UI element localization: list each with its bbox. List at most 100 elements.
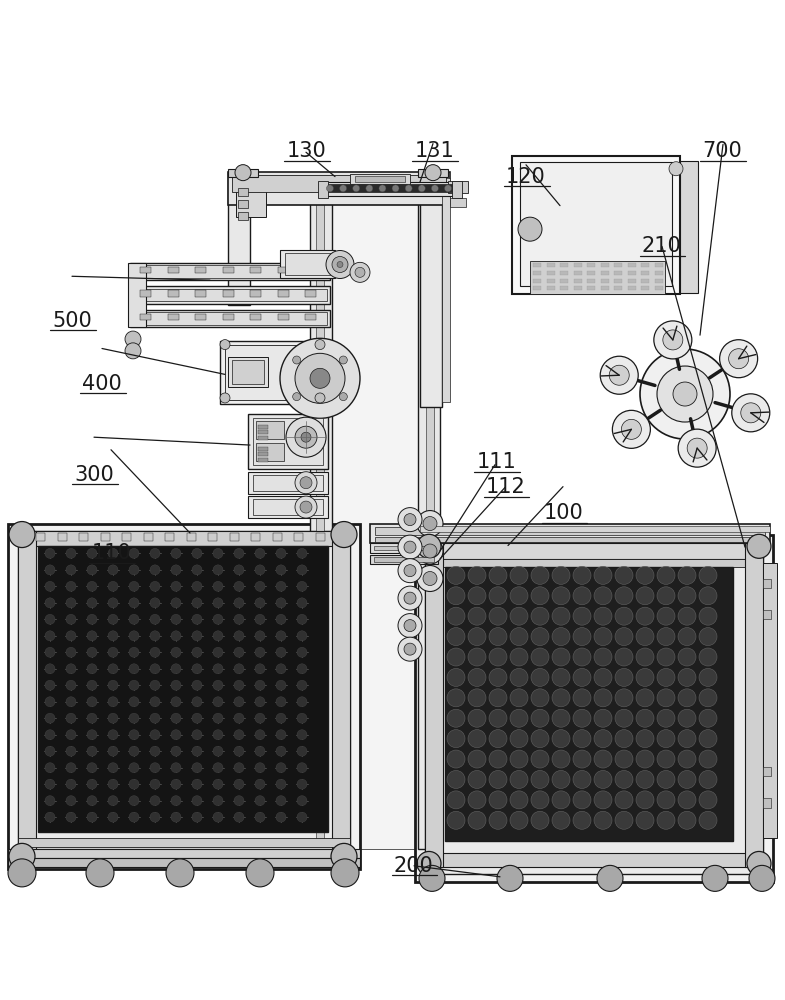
Circle shape [531,628,549,646]
Circle shape [66,779,76,789]
Circle shape [300,477,312,489]
Circle shape [234,812,244,822]
Circle shape [276,763,286,773]
Bar [228,172,450,205]
Bar [8,858,360,867]
Circle shape [594,607,612,625]
Circle shape [192,713,202,723]
Circle shape [108,730,118,740]
Circle shape [150,680,160,690]
Circle shape [171,812,181,822]
Circle shape [419,865,445,891]
Bar [426,178,434,845]
Bar [587,279,595,283]
Circle shape [276,614,286,624]
Circle shape [657,811,675,829]
Circle shape [678,628,696,646]
Bar [763,563,777,838]
Circle shape [297,598,307,608]
Bar [18,531,350,861]
Circle shape [678,689,696,707]
Circle shape [255,746,265,756]
Circle shape [87,548,97,558]
Circle shape [615,811,633,829]
Circle shape [510,770,528,788]
Circle shape [108,779,118,789]
Bar [278,314,289,320]
Bar [425,853,763,867]
Circle shape [295,472,317,494]
Circle shape [425,165,441,181]
Circle shape [657,791,675,809]
Bar [425,543,443,867]
Circle shape [657,366,713,422]
Circle shape [286,417,326,457]
Circle shape [747,851,771,875]
Circle shape [657,607,675,625]
Circle shape [678,668,696,686]
Circle shape [213,730,223,740]
Bar [655,271,663,275]
Circle shape [699,648,717,666]
Circle shape [531,607,549,625]
Circle shape [510,791,528,809]
Bar [763,767,771,776]
Circle shape [468,587,486,605]
Circle shape [447,607,465,625]
Circle shape [573,566,591,584]
Circle shape [297,565,307,575]
Circle shape [615,607,633,625]
Circle shape [468,607,486,625]
Circle shape [510,750,528,768]
Circle shape [669,162,683,176]
Bar [18,838,350,847]
Bar [250,290,261,297]
Circle shape [678,709,696,727]
Circle shape [192,548,202,558]
Circle shape [531,709,549,727]
Circle shape [234,680,244,690]
Circle shape [297,680,307,690]
Circle shape [327,185,334,192]
Circle shape [129,614,139,624]
Circle shape [213,746,223,756]
Circle shape [87,796,97,806]
Circle shape [489,628,507,646]
Circle shape [255,598,265,608]
Circle shape [699,668,717,686]
Bar [628,286,636,290]
Bar [228,357,268,387]
Circle shape [171,581,181,591]
Circle shape [166,859,194,887]
Bar [250,314,261,320]
Circle shape [417,511,443,537]
Circle shape [405,185,412,192]
Circle shape [615,566,633,584]
Circle shape [171,713,181,723]
Text: 130: 130 [287,141,326,161]
Circle shape [594,648,612,666]
Circle shape [192,746,202,756]
Bar [258,447,268,451]
Circle shape [404,592,416,604]
Bar [370,555,438,564]
Circle shape [87,697,97,707]
Circle shape [423,544,437,558]
Circle shape [255,548,265,558]
Bar [425,559,763,567]
Circle shape [45,763,55,773]
Circle shape [255,763,265,773]
Circle shape [594,750,612,768]
Circle shape [220,393,230,403]
Bar [601,286,609,290]
Bar [546,263,554,267]
Circle shape [255,631,265,641]
Circle shape [657,730,675,748]
Circle shape [66,614,76,624]
Circle shape [297,713,307,723]
Bar [641,286,649,290]
Circle shape [213,565,223,575]
Circle shape [468,566,486,584]
Circle shape [510,587,528,605]
Circle shape [636,648,654,666]
